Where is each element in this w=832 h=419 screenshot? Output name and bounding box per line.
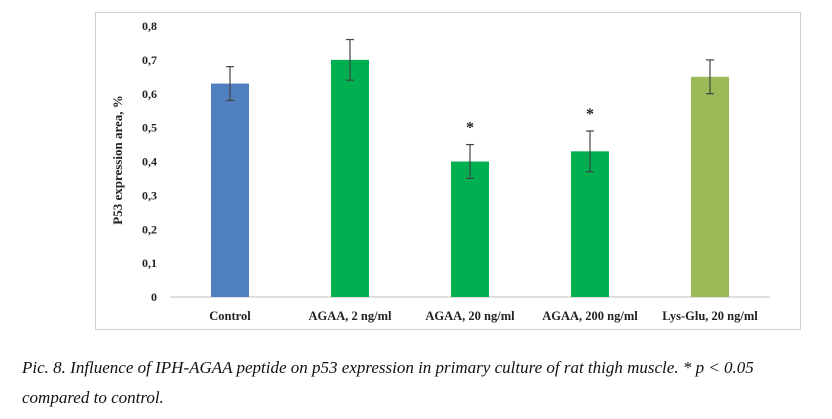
y-tick-label: 0: [151, 290, 157, 304]
error-bars: **: [226, 38, 714, 180]
bar-chart: P53 expression area, % 00,10,20,30,40,50…: [110, 19, 770, 323]
x-tick-label: AGAA, 200 ng/ml: [542, 309, 638, 323]
bar: [211, 83, 249, 298]
y-tick-label: 0,7: [142, 53, 157, 67]
x-tick-label: AGAA, 20 ng/ml: [425, 309, 515, 323]
y-axis-label: P53 expression area, %: [110, 95, 125, 225]
y-tick-label: 0,4: [142, 155, 157, 169]
x-tick-label: AGAA, 2 ng/ml: [309, 309, 393, 323]
bars: [211, 59, 729, 298]
axes-layer: P53 expression area, %: [110, 95, 770, 298]
figure-caption: Pic. 8. Influence of IPH-AGAA peptide on…: [22, 358, 754, 407]
y-tick-label: 0,3: [142, 188, 157, 202]
bar: [451, 161, 489, 297]
y-tick-label: 0,8: [142, 19, 157, 33]
significance-marker: *: [586, 106, 594, 123]
bar: [331, 59, 369, 297]
x-tick-label: Control: [209, 309, 251, 323]
bar: [571, 151, 609, 297]
y-tick-label: 0,2: [142, 222, 157, 236]
x-tick-label: Lys-Glu, 20 ng/ml: [662, 309, 758, 323]
significance-marker: *: [466, 120, 474, 137]
y-ticks: 0 0,1 0,2 0,3 0,4 0,5 0,6 0,7 0,8: [142, 19, 157, 304]
y-tick-label: 0,5: [142, 121, 157, 135]
y-tick-label: 0,6: [142, 87, 157, 101]
bar: [691, 76, 729, 297]
y-tick-label: 0,1: [142, 256, 157, 270]
x-tick-labels: Control AGAA, 2 ng/ml AGAA, 20 ng/ml AGAA, …: [209, 309, 758, 323]
